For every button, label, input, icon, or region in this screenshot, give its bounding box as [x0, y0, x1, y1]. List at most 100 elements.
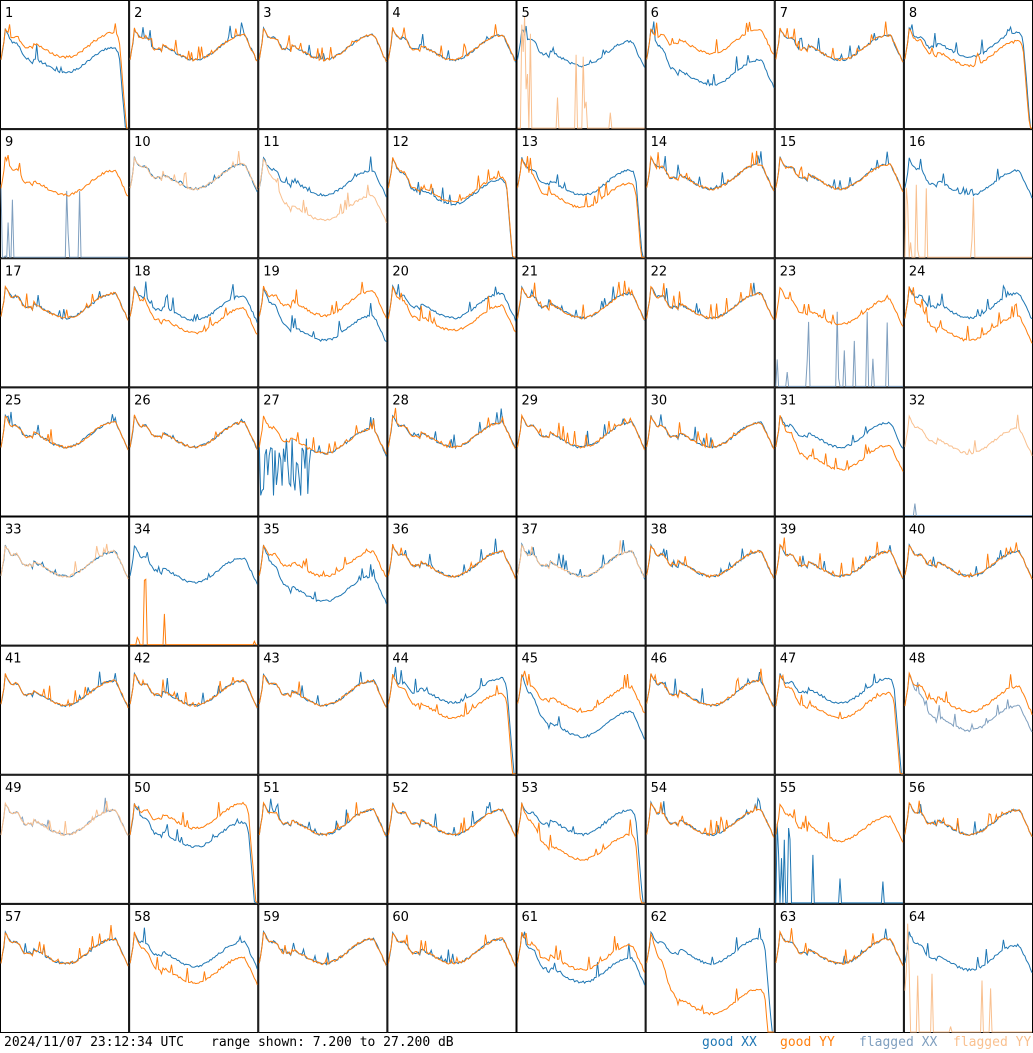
tile-number: 45: [522, 652, 539, 667]
series-xx: [775, 673, 903, 775]
spectrum-tile: 1: [0, 0, 130, 130]
tile-frame: [129, 645, 259, 775]
tile-number: 33: [5, 523, 22, 538]
tile-number: 16: [909, 135, 926, 150]
tile-number: 43: [263, 652, 280, 667]
spectrum-tile: 16: [903, 129, 1033, 259]
tile-number: 4: [392, 6, 400, 21]
series-yy: [129, 673, 258, 709]
spectrum-tile: 6: [645, 0, 775, 130]
spectrum-tile: 51: [258, 774, 388, 904]
series-xx: [775, 415, 904, 449]
tile-frame: [129, 0, 259, 130]
tile-number: 36: [392, 523, 409, 538]
spectrum-tile: 35: [258, 516, 388, 646]
spectrum-tile: 59: [258, 903, 388, 1033]
spectrum-tile: 29: [516, 387, 646, 517]
tile-frame: [645, 516, 775, 646]
spectrum-tile: 61: [516, 903, 646, 1033]
series-yy: [0, 284, 129, 321]
series-yy: [517, 413, 646, 451]
spectrum-tile: 23: [774, 258, 904, 388]
tile-number: 7: [780, 6, 788, 21]
series-yy: [0, 23, 129, 129]
series-yy: [0, 673, 129, 709]
series-yy: [517, 156, 645, 258]
tile-frame: [258, 645, 388, 775]
tile-frame: [387, 774, 517, 904]
series-yy: [646, 21, 775, 60]
series-xx: [387, 666, 516, 775]
series-yy: [775, 415, 904, 472]
tile-frame: [129, 774, 259, 904]
tile-number: 23: [780, 264, 797, 279]
tile-number: 50: [134, 781, 151, 796]
series-yy: [129, 931, 258, 985]
tile-frame: [0, 387, 130, 517]
tile-number: 49: [5, 781, 22, 796]
tile-frame: [0, 774, 130, 904]
series-yy: [129, 150, 258, 191]
tile-frame: [387, 645, 517, 775]
series-yy: [130, 578, 258, 646]
spectrum-tile: 15: [774, 129, 904, 259]
tile-number: 51: [263, 781, 280, 796]
spectrum-tile: 3: [258, 0, 388, 130]
tile-frame: [903, 258, 1033, 388]
tile-number: 38: [651, 523, 668, 538]
tile-frame: [387, 516, 517, 646]
tile-number: 25: [5, 393, 22, 408]
spectrum-tile: 46: [645, 645, 775, 775]
tile-number: 28: [392, 393, 409, 408]
tile-number: 13: [522, 135, 539, 150]
tile-number: 56: [909, 781, 926, 796]
tile-frame: [387, 0, 517, 130]
spectrum-tile: 21: [516, 258, 646, 388]
series-xx: [129, 281, 258, 323]
tile-number: 31: [780, 393, 797, 408]
tile-number: 26: [134, 393, 151, 408]
series-yy: [0, 925, 129, 967]
series-yy: [387, 24, 516, 62]
tile-number: 62: [651, 910, 668, 925]
tile-frame: [258, 903, 388, 1033]
range-text: range shown: 7.200 to 27.200 dB: [211, 1035, 454, 1050]
series-yy: [646, 668, 775, 708]
series-yy: [517, 932, 646, 973]
tile-number: 57: [5, 910, 22, 925]
tile-number: 32: [909, 393, 926, 408]
series-yy: [904, 923, 1032, 1033]
tile-frame: [516, 387, 646, 517]
tile-frame: [129, 903, 259, 1033]
tile-number: 53: [522, 781, 539, 796]
series-yy: [258, 544, 387, 578]
spectrum-tile: 44: [387, 645, 517, 775]
spectrum-tile: 26: [129, 387, 259, 517]
series-yy: [387, 285, 516, 333]
series-yy: [129, 27, 258, 62]
tile-frame: [645, 774, 775, 904]
series-yy: [387, 544, 516, 579]
series-yy: [904, 542, 1033, 580]
series-xx: [904, 931, 1033, 973]
spectrum-tile: 22: [645, 258, 775, 388]
series-yy: [387, 157, 516, 258]
series-yy: [904, 28, 1032, 129]
series-yy: [258, 281, 387, 319]
tile-frame: [0, 129, 130, 259]
series-xx: [646, 21, 775, 88]
spectrum-tile: 11: [258, 129, 388, 259]
spectrum-tile: 4: [387, 0, 517, 130]
series-yy: [904, 286, 1033, 344]
series-yy: [517, 15, 645, 129]
series-yy: [387, 932, 516, 968]
spectrum-tile: 7: [774, 0, 904, 130]
spectrum-tile: 9: [0, 129, 130, 259]
series-xx: [517, 25, 646, 68]
tile-number: 17: [5, 264, 22, 279]
tile-frame: [129, 516, 259, 646]
spectrum-tile: 5: [516, 0, 646, 130]
series-xx: [129, 803, 258, 904]
tile-number: 14: [651, 135, 668, 150]
series-yy: [775, 803, 904, 843]
